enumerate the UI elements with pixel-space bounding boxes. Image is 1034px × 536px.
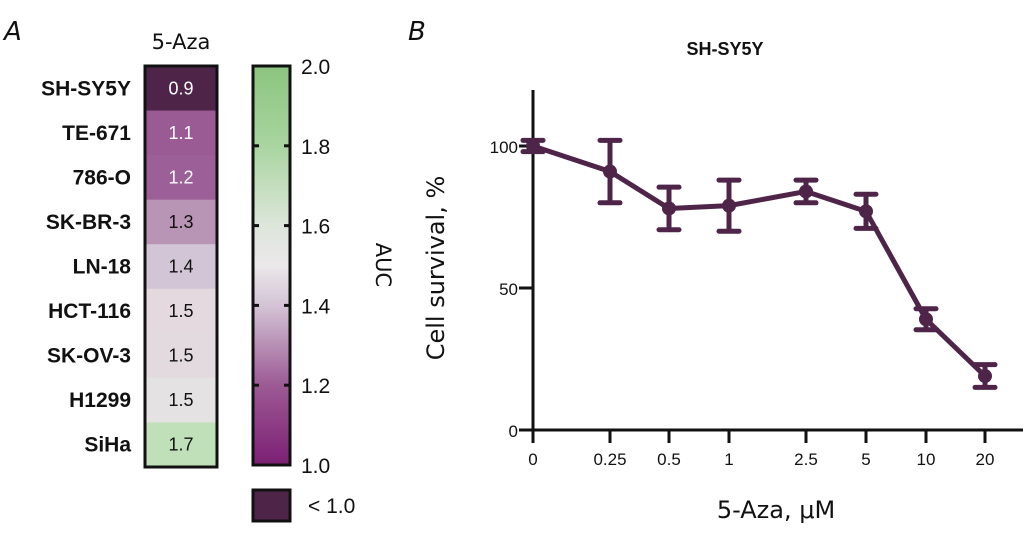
y-tick-label: 50 [499, 280, 518, 299]
x-axis-label: 5-Aza, μM [717, 496, 835, 524]
heatmap-cell [145, 244, 217, 290]
heatmap-row-label: TE-671 [62, 122, 131, 145]
data-point [662, 201, 676, 216]
below-range-label: < 1.0 [308, 495, 355, 518]
heatmap-cell-value: 1.1 [168, 123, 193, 143]
heatmap: 0.9 SH-SY5Y 1.1 TE-671 1.2 786-O 1.3 SK-BR-3 1.4… [41, 64, 219, 469]
chart-title: SH-SY5Y [686, 39, 763, 59]
heatmap-cell-value: 1.7 [168, 435, 193, 455]
y-axis-label: Cell survival, % [422, 176, 450, 361]
below-range-swatch [251, 488, 292, 523]
heatmap-row-label: LN-18 [73, 256, 132, 279]
x-tick-label: 20 [976, 450, 995, 469]
colorbar-label: AUC [371, 243, 395, 287]
heatmap-border [143, 64, 219, 469]
heatmap-row-label: SK-OV-3 [47, 345, 131, 368]
heatmap-cell-value: 1.4 [168, 257, 193, 277]
panel-a-label: A [2, 17, 22, 47]
heatmap-cell [145, 333, 217, 379]
heatmap-cell [145, 199, 217, 245]
heatmap-cell [145, 288, 217, 334]
heatmap-row-label: SH-SY5Y [41, 77, 131, 100]
x-tick-label: 5 [861, 450, 870, 469]
colorbar-tick-label: 1.6 [301, 216, 330, 239]
line-chart: 0 50 100 0 0.25 0.5 1 2.5 5 10 20 [490, 90, 1023, 469]
colorbar: 2.0 1.8 1.6 1.4 1.2 1.0 < 1.0 [251, 56, 355, 523]
x-tick-label: 10 [917, 450, 936, 469]
data-point [799, 184, 813, 199]
data-point [978, 369, 992, 384]
heatmap-cell-value: 1.5 [168, 346, 193, 366]
heatmap-cell [145, 66, 217, 112]
data-point [859, 204, 873, 219]
colorbar-tick-label: 1.0 [301, 455, 330, 478]
y-tick-label: 0 [509, 422, 518, 441]
heatmap-row-label: SiHa [84, 434, 131, 457]
heatmap-row-label: 786-O [73, 166, 131, 189]
colorbar-tick-label: 1.2 [301, 375, 330, 398]
data-point [722, 198, 736, 213]
x-tick-label: 1 [724, 450, 733, 469]
heatmap-row-label: SK-BR-3 [46, 211, 131, 234]
heatmap-cell-value: 1.2 [168, 167, 193, 187]
x-tick-label: 2.5 [794, 450, 818, 469]
panel-b-label: B [408, 17, 426, 47]
colorbar-tick-label: 1.4 [301, 295, 331, 318]
heatmap-cell [145, 422, 217, 468]
heatmap-cell-value: 0.9 [168, 78, 193, 98]
heatmap-row-label: HCT-116 [48, 300, 131, 323]
heatmap-cell-value: 1.5 [168, 390, 193, 410]
heatmap-column-label: 5-Aza [152, 30, 211, 54]
heatmap-cell-value: 1.3 [168, 212, 193, 232]
heatmap-cell [145, 155, 217, 201]
heatmap-cell [145, 377, 217, 423]
series-line [532, 143, 987, 378]
x-tick-label: 0.5 [657, 450, 681, 469]
x-tick-label: 0.25 [593, 450, 626, 469]
colorbar-tick-label: 2.0 [301, 56, 330, 79]
y-tick-label: 100 [490, 138, 518, 157]
heatmap-row-label: H1299 [69, 389, 131, 412]
colorbar-gradient [251, 64, 292, 467]
heatmap-cell-value: 1.5 [168, 301, 193, 321]
colorbar-tick-label: 1.8 [301, 136, 330, 159]
heatmap-cell [145, 110, 217, 156]
data-point [526, 139, 540, 153]
data-point [603, 164, 617, 179]
data-point [919, 312, 933, 327]
x-tick-label: 0 [528, 450, 537, 469]
